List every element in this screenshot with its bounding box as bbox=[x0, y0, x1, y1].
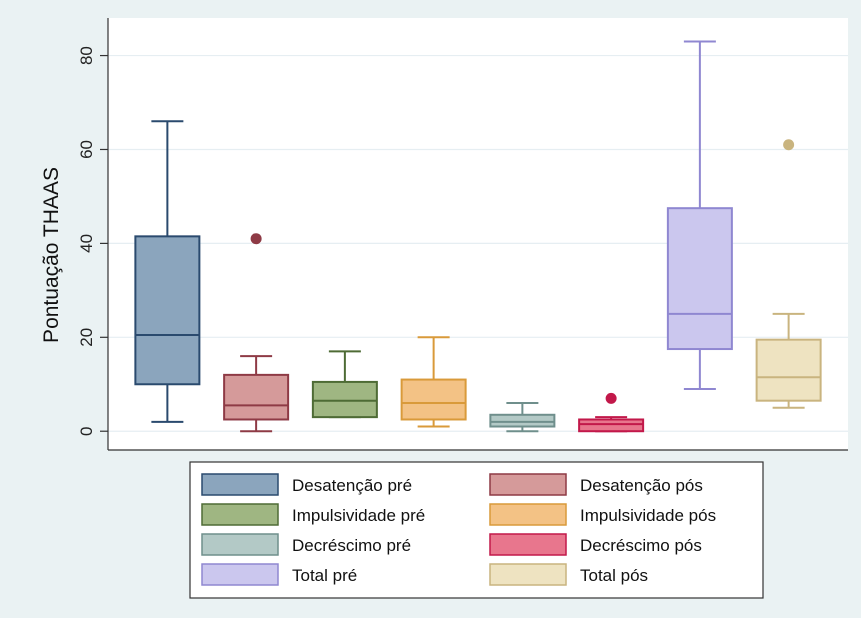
y-axis: 0 20 40 60 80 bbox=[77, 18, 848, 451]
y-tick-label: 60 bbox=[77, 140, 96, 159]
y-tick-label: 0 bbox=[77, 426, 96, 435]
legend-label: Decréscimo pós bbox=[580, 536, 702, 555]
legend-label: Total pós bbox=[580, 566, 648, 585]
legend-item: Total pós bbox=[489, 563, 648, 586]
legend-label: Decréscimo pré bbox=[292, 536, 411, 555]
legend-label: Total pré bbox=[292, 566, 357, 585]
legend-label: Desatenção pré bbox=[292, 476, 412, 495]
box-group bbox=[489, 402, 556, 433]
outlier-point bbox=[783, 139, 795, 151]
plot-area bbox=[108, 18, 848, 450]
legend-swatch bbox=[489, 533, 567, 556]
legend-swatch bbox=[489, 503, 567, 526]
legend-swatch bbox=[201, 563, 279, 586]
legend-item: Decréscimo pré bbox=[201, 533, 411, 556]
y-tick-label: 80 bbox=[77, 46, 96, 65]
y-axis-title: Pontuação THAAS bbox=[40, 167, 63, 343]
y-tick-label: 40 bbox=[77, 234, 96, 253]
legend-label: Desatenção pós bbox=[580, 476, 703, 495]
box bbox=[311, 380, 378, 419]
outlier-point bbox=[605, 392, 617, 404]
box bbox=[578, 418, 645, 433]
box bbox=[755, 338, 822, 402]
legend: Desatenção pré Desatenção pós Impulsividad… bbox=[189, 461, 764, 599]
legend-item: Total pré bbox=[201, 563, 357, 586]
legend-item: Desatenção pós bbox=[489, 473, 703, 496]
y-tick-label: 20 bbox=[77, 328, 96, 347]
box-group bbox=[400, 336, 467, 428]
box-group bbox=[311, 350, 378, 419]
box-group bbox=[666, 40, 733, 390]
box bbox=[489, 413, 556, 428]
boxes bbox=[134, 40, 822, 433]
legend-swatch bbox=[201, 503, 279, 526]
outlier-point bbox=[250, 233, 262, 245]
legend-label: Impulsividade pós bbox=[580, 506, 716, 525]
box bbox=[134, 235, 201, 386]
box bbox=[666, 207, 733, 351]
box-group bbox=[578, 392, 645, 433]
legend-swatch bbox=[489, 473, 567, 496]
box-group bbox=[223, 233, 290, 433]
legend-box bbox=[189, 461, 764, 599]
legend-swatch bbox=[201, 533, 279, 556]
box bbox=[223, 373, 290, 421]
legend-item: Impulsividade pré bbox=[201, 503, 425, 526]
legend-item: Desatenção pré bbox=[201, 473, 412, 496]
box-group bbox=[755, 139, 822, 409]
legend-item: Impulsividade pós bbox=[489, 503, 716, 526]
legend-label: Impulsividade pré bbox=[292, 506, 425, 525]
box bbox=[400, 378, 467, 421]
legend-swatch bbox=[201, 473, 279, 496]
box-group bbox=[134, 120, 201, 423]
legend-swatch bbox=[489, 563, 567, 586]
legend-item: Decréscimo pós bbox=[489, 533, 702, 556]
